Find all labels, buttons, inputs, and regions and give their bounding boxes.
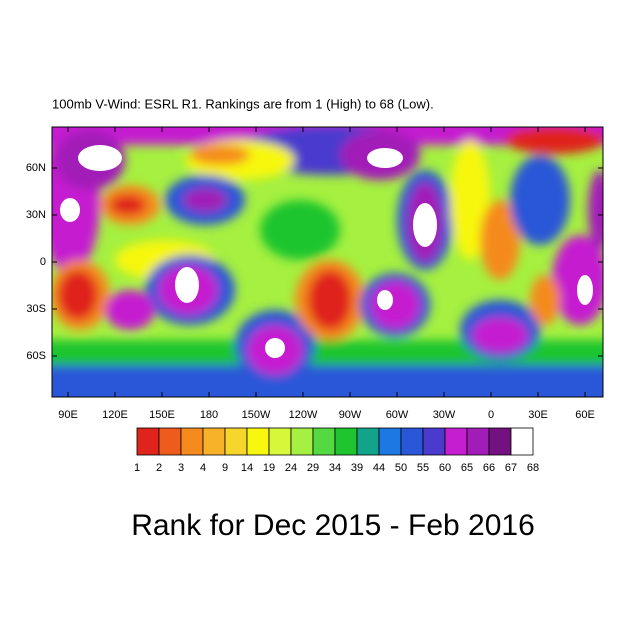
lon-axis: 90E 120E 150E 180 150W 120W 90W 60W 30W 0 30E 60E — [58, 127, 595, 421]
lat-label: 0 — [40, 256, 46, 268]
lon-label: 90W — [339, 409, 362, 421]
colorbar-label: 44 — [373, 462, 385, 474]
colorbar-label: 39 — [351, 462, 363, 474]
lon-label: 60W — [386, 409, 409, 421]
colorbar-box — [334, 427, 358, 456]
colorbar-box — [180, 427, 204, 456]
colorbar-label: 9 — [222, 462, 228, 474]
colorbar-box — [136, 427, 160, 456]
colorbar-box — [378, 427, 402, 456]
colorbar-label: 34 — [329, 462, 341, 474]
colorbar-label: 19 — [263, 462, 275, 474]
colorbar: 1 2 3 4 9 14 19 24 29 34 39 44 50 55 60 65 66 67 68 — [134, 427, 539, 474]
colorbar-box — [444, 427, 468, 456]
colorbar-box — [356, 427, 380, 456]
lon-label: 180 — [200, 409, 218, 421]
colorbar-label: 55 — [417, 462, 429, 474]
colorbar-label: 4 — [200, 462, 206, 474]
lon-label: 120W — [289, 409, 318, 421]
lon-label: 120E — [102, 409, 128, 421]
colorbar-box — [290, 427, 314, 456]
colorbar-box — [510, 427, 534, 456]
colorbar-box — [466, 427, 490, 456]
lon-label: 30W — [433, 409, 456, 421]
lon-label: 60E — [575, 409, 595, 421]
colorbar-label: 3 — [178, 462, 184, 474]
colorbar-box — [158, 427, 182, 456]
lat-label: 60S — [26, 350, 46, 362]
lon-label: 30E — [528, 409, 548, 421]
colorbar-box — [268, 427, 292, 456]
rank-68-areas — [60, 145, 593, 358]
lat-label: 30N — [26, 209, 46, 221]
lon-label: 150E — [149, 409, 175, 421]
colorbar-label: 66 — [483, 462, 495, 474]
colorbar-label: 50 — [395, 462, 407, 474]
lat-axis: 60N 30N 0 30S 60S — [26, 162, 603, 362]
colorbar-box — [400, 427, 424, 456]
caption: Rank for Dec 2015 - Feb 2016 — [131, 509, 535, 542]
colorbar-box — [246, 427, 270, 456]
lon-label: 0 — [488, 409, 494, 421]
colorbar-label: 24 — [285, 462, 297, 474]
colorbar-box — [312, 427, 336, 456]
colorbar-label: 65 — [461, 462, 473, 474]
colorbar-box — [422, 427, 446, 456]
colorbar-label: 68 — [527, 462, 539, 474]
colorbar-label: 60 — [439, 462, 451, 474]
colorbar-label: 67 — [505, 462, 517, 474]
colorbar-box — [488, 427, 512, 456]
lat-label: 30S — [26, 303, 46, 315]
lon-label: 90E — [58, 409, 78, 421]
title: 100mb V-Wind: ESRL R1. Rankings are from… — [52, 96, 434, 111]
colorbar-label: 14 — [241, 462, 253, 474]
colorbar-label: 2 — [156, 462, 162, 474]
colorbar-label: 29 — [307, 462, 319, 474]
colorbar-box — [224, 427, 248, 456]
lon-label: 150W — [242, 409, 271, 421]
rank-field — [52, 127, 603, 397]
colorbar-box — [202, 427, 226, 456]
colorbar-label: 1 — [134, 462, 140, 474]
lat-label: 60N — [26, 162, 46, 174]
